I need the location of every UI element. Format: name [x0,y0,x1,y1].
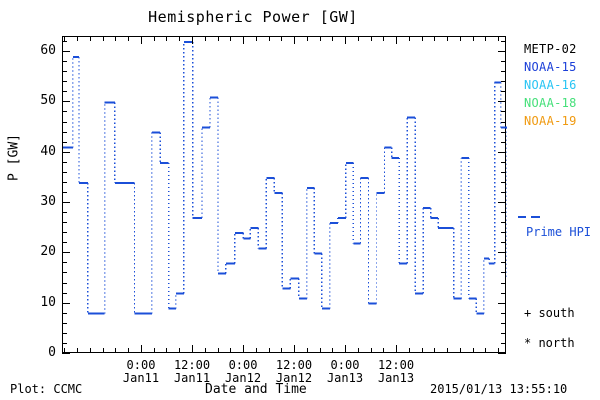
legend-item-noaa-19: NOAA-19 [524,114,577,128]
footer-plot-source: Plot: CCMC [10,382,83,396]
y-tick-label: 60 [40,43,56,59]
satellite-legend: METP-02 NOAA-15 NOAA-16 NOAA-18 NOAA-19 [524,40,577,130]
y-tick-label: 0 [48,345,56,360]
x-tick-label: 12:00 Jan12 [275,358,313,385]
ovation-legend-line1: — — OvationOvation [518,211,600,225]
y-tick-label: 20 [40,244,56,260]
y-tick-label: 10 [40,294,56,310]
legend-item-noaa-15: NOAA-15 [524,60,577,74]
x-axis-title: Date and Time [205,382,307,397]
marker-legend-north: * north [524,336,575,350]
legend-item-noaa-16: NOAA-16 [524,78,577,92]
hemisphere-marker-legend: + south * north [524,298,575,358]
footer-timestamp: 2015/01/13 13:55:10 [430,382,568,396]
plot-frame [62,36,507,353]
legend-item-noaa-18: NOAA-18 [524,96,577,110]
x-tick-label: 0:00 Jan12 [224,358,262,385]
y-tick-label: 40 [40,143,56,159]
page-title: Hemispheric Power [GW] [148,8,358,26]
x-tick-label: 12:00 Jan13 [377,358,415,385]
y-axis-title: P [GW] [6,134,22,181]
y-tick-label: 30 [40,194,56,210]
hemispheric-power-chart [63,41,507,315]
x-tick-label: 0:00 Jan13 [326,358,364,385]
legend-item-metp-02: METP-02 [524,42,577,56]
x-tick-label: 12:00 Jan11 [173,358,211,385]
ovation-line-sample [518,216,540,218]
marker-legend-south: + south [524,306,575,320]
x-tick-label: 0:00 Jan11 [122,358,160,385]
ovation-legend-line2: Prime HPI [526,225,592,239]
ovation-legend: — — OvationOvation Prime HPI [518,211,600,239]
y-tick-label: 50 [40,93,56,109]
